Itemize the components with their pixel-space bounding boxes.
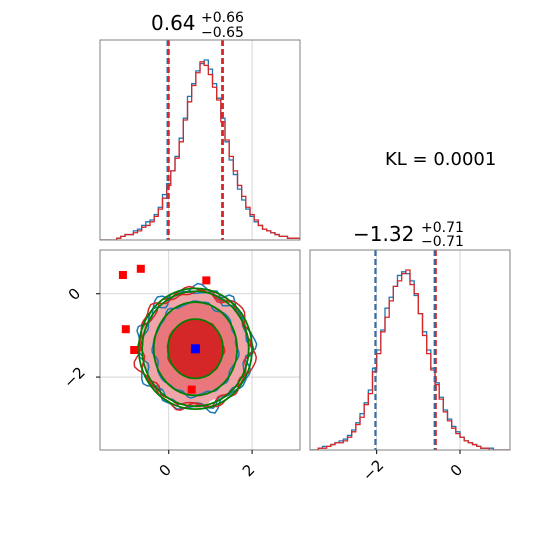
- panel-1-content: [100, 40, 300, 240]
- panel-1-title-value: 0.64: [151, 11, 196, 35]
- panel-3-content: [310, 250, 510, 450]
- y-tick-label: 0: [65, 285, 84, 304]
- blue-contour-line-2: [151, 300, 240, 399]
- x-tick-label: −2: [359, 456, 387, 484]
- red-square-marker: [130, 346, 139, 354]
- histogram-blue-series: [310, 271, 510, 450]
- y-tick-label: −2: [60, 363, 88, 391]
- red-square-marker: [121, 325, 130, 334]
- panel-3-x-ticks: −2 0: [359, 450, 466, 485]
- gaussian-ellipse-0: [167, 318, 224, 380]
- panel-1-gridlines: [168, 40, 253, 240]
- gaussian-ellipse-1: [152, 301, 239, 397]
- panel-3-title-upper: +0.71: [421, 220, 464, 236]
- panel-2-frame: [99, 249, 301, 451]
- x-tick-label: 0: [447, 461, 466, 480]
- panel-3-title: −1.32: [353, 222, 414, 246]
- panel-1-title-upper: +0.66: [201, 10, 244, 26]
- histogram-red-series: [100, 61, 300, 240]
- panel-1-title-lower: −0.65: [201, 25, 244, 41]
- marginal-histogram-param-1: 0.64 +0.66 −0.65: [99, 10, 301, 241]
- marginal-histogram-param-2: −2 0 −1.32 +0.71 −0.71: [309, 220, 511, 485]
- x-tick-label: 0: [156, 461, 175, 480]
- red-square-marker: [136, 264, 145, 273]
- kl-annotation: KL = 0.0001: [385, 149, 496, 170]
- x-tick-label: 2: [239, 461, 258, 480]
- panel-3-title-lower: −0.71: [421, 234, 464, 250]
- red-square-marker: [187, 385, 196, 394]
- panel-3-title-value: −1.32: [353, 222, 414, 246]
- gaussian-ellipse-2: [141, 290, 250, 408]
- panel-1-frame: [99, 39, 301, 241]
- red-contour-line-1: [139, 289, 255, 409]
- histogram-red-series: [310, 269, 510, 450]
- panel-2-content: [118, 264, 258, 414]
- panel-1-title: 0.64: [151, 11, 196, 35]
- panel-2-y-ticks: 0 −2: [60, 285, 100, 392]
- histogram-blue-series: [100, 59, 300, 240]
- gaussian-ellipse-3: [137, 287, 254, 411]
- blue-center-marker: [190, 344, 200, 354]
- panel-3-frame: [309, 249, 511, 451]
- red-square-marker: [118, 271, 127, 279]
- red-square-marker: [202, 276, 211, 285]
